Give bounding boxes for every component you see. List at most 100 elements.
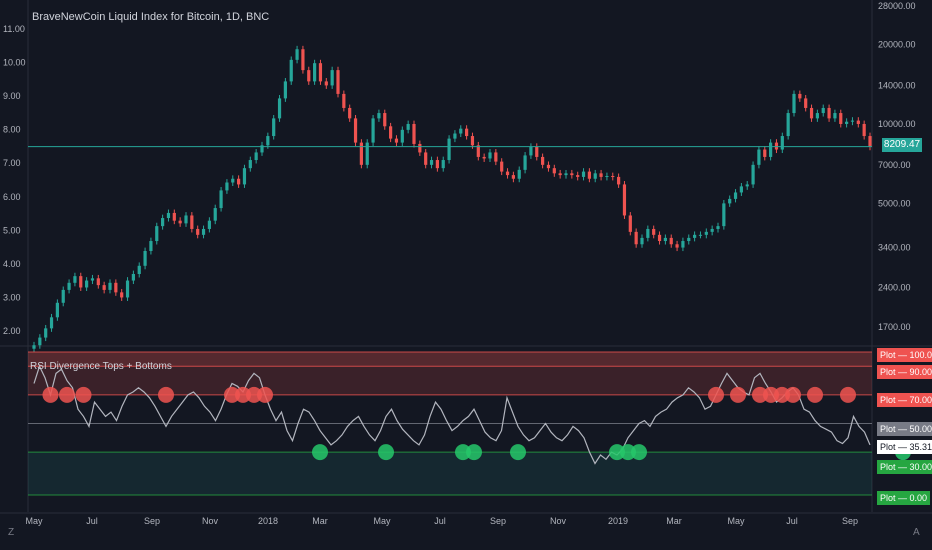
price-candle bbox=[757, 149, 761, 165]
price-candle bbox=[488, 152, 492, 159]
time-axis-label: Sep bbox=[842, 516, 858, 526]
price-candle bbox=[774, 142, 779, 150]
price-candle bbox=[307, 70, 311, 82]
price-candle bbox=[313, 63, 317, 82]
price-candle bbox=[435, 160, 439, 169]
rsi-oversold-band bbox=[28, 452, 872, 495]
rsi-top-marker bbox=[42, 386, 59, 403]
rsi-bottom-marker bbox=[455, 444, 471, 461]
price-candle bbox=[862, 123, 866, 137]
price-candle bbox=[809, 107, 814, 119]
price-candle bbox=[693, 234, 697, 238]
price-candle bbox=[570, 173, 574, 176]
price-candle bbox=[652, 228, 656, 235]
rsi-line bbox=[33, 364, 871, 465]
right-axis-tick: 2400.00 bbox=[878, 282, 911, 292]
price-candle bbox=[348, 107, 352, 119]
price-candle bbox=[96, 278, 100, 286]
chart-title: BraveNewCoin Liquid Index for Bitcoin, 1… bbox=[32, 11, 270, 23]
auto-scale-a-icon[interactable]: A bbox=[913, 527, 920, 538]
price-candle bbox=[675, 244, 679, 248]
price-candle bbox=[412, 123, 416, 144]
price-candle bbox=[67, 282, 71, 290]
price-candle bbox=[640, 237, 644, 245]
price-candle bbox=[266, 136, 270, 146]
price-candle bbox=[523, 155, 527, 170]
left-axis-tick: 10.00 bbox=[3, 58, 26, 68]
rsi-level-tag: Plot — 35.31 bbox=[877, 440, 932, 454]
left-axis-tick: 2.00 bbox=[3, 326, 21, 336]
price-candle bbox=[733, 192, 738, 199]
price-candle bbox=[342, 93, 346, 108]
time-axis-label: 2018 bbox=[258, 516, 278, 526]
price-candle bbox=[681, 241, 685, 248]
zoom-z-icon[interactable]: Z bbox=[8, 527, 15, 538]
price-candle bbox=[324, 81, 328, 86]
rsi-top-marker bbox=[763, 386, 779, 403]
price-candle bbox=[283, 81, 287, 99]
price-candle bbox=[646, 228, 650, 238]
price-candle bbox=[546, 164, 551, 169]
price-candle bbox=[213, 208, 217, 221]
price-candle bbox=[634, 231, 638, 245]
price-candle bbox=[231, 178, 235, 183]
price-candle bbox=[845, 121, 849, 124]
price-candle bbox=[161, 218, 165, 227]
price-candle bbox=[769, 142, 773, 157]
price-candle bbox=[704, 231, 708, 235]
rsi-top-marker bbox=[785, 386, 801, 403]
price-candle bbox=[166, 212, 171, 219]
price-candle bbox=[318, 63, 323, 82]
price-candle bbox=[49, 317, 54, 329]
price-candle bbox=[447, 138, 451, 161]
price-candle bbox=[465, 128, 469, 137]
price-candle bbox=[429, 160, 434, 165]
rsi-top-marker bbox=[224, 386, 240, 403]
time-axis-label: Jul bbox=[434, 516, 446, 526]
price-candle bbox=[131, 273, 135, 281]
price-candle bbox=[184, 215, 188, 224]
price-candle bbox=[587, 171, 591, 179]
time-axis-label: May bbox=[373, 516, 391, 526]
price-candle bbox=[32, 345, 36, 349]
price-candle bbox=[839, 113, 843, 124]
price-candle bbox=[389, 126, 393, 139]
price-candle bbox=[79, 276, 83, 288]
price-candle bbox=[763, 149, 767, 157]
price-candle bbox=[260, 145, 264, 153]
price-candle bbox=[336, 70, 340, 94]
rsi-level-tag: Plot — 90.00 bbox=[877, 365, 932, 379]
time-axis-label: Jul bbox=[86, 516, 98, 526]
price-candle bbox=[237, 178, 241, 185]
price-candle bbox=[248, 160, 252, 169]
left-axis-tick: 6.00 bbox=[3, 192, 21, 202]
rsi-bottom-marker bbox=[312, 444, 328, 461]
rsi-level-tag: Plot — 100.00 bbox=[877, 348, 932, 362]
price-candle bbox=[289, 59, 293, 82]
price-candle bbox=[459, 128, 463, 134]
rsi-top-marker bbox=[807, 386, 823, 403]
price-candle bbox=[611, 176, 615, 178]
current-price-badge: 8209.47 bbox=[882, 138, 922, 152]
price-candle bbox=[827, 107, 831, 119]
price-candle bbox=[108, 282, 112, 290]
price-candle bbox=[400, 129, 404, 143]
price-candle bbox=[792, 93, 796, 114]
price-candle bbox=[558, 173, 562, 176]
price-candle bbox=[593, 173, 597, 179]
price-candle bbox=[219, 190, 223, 209]
price-candle bbox=[669, 237, 673, 245]
price-candle bbox=[786, 113, 790, 137]
rsi-bottom-marker bbox=[609, 444, 625, 461]
time-axis-label: May bbox=[727, 516, 745, 526]
price-candle bbox=[242, 168, 247, 185]
price-candle bbox=[201, 228, 206, 235]
left-axis-tick: 5.00 bbox=[3, 225, 21, 235]
time-axis-label: Nov bbox=[202, 516, 219, 526]
right-axis-tick: 1700.00 bbox=[878, 322, 911, 332]
price-candle bbox=[687, 237, 691, 242]
price-candle bbox=[225, 182, 229, 191]
price-candle bbox=[137, 265, 141, 274]
price-candle bbox=[424, 152, 428, 165]
